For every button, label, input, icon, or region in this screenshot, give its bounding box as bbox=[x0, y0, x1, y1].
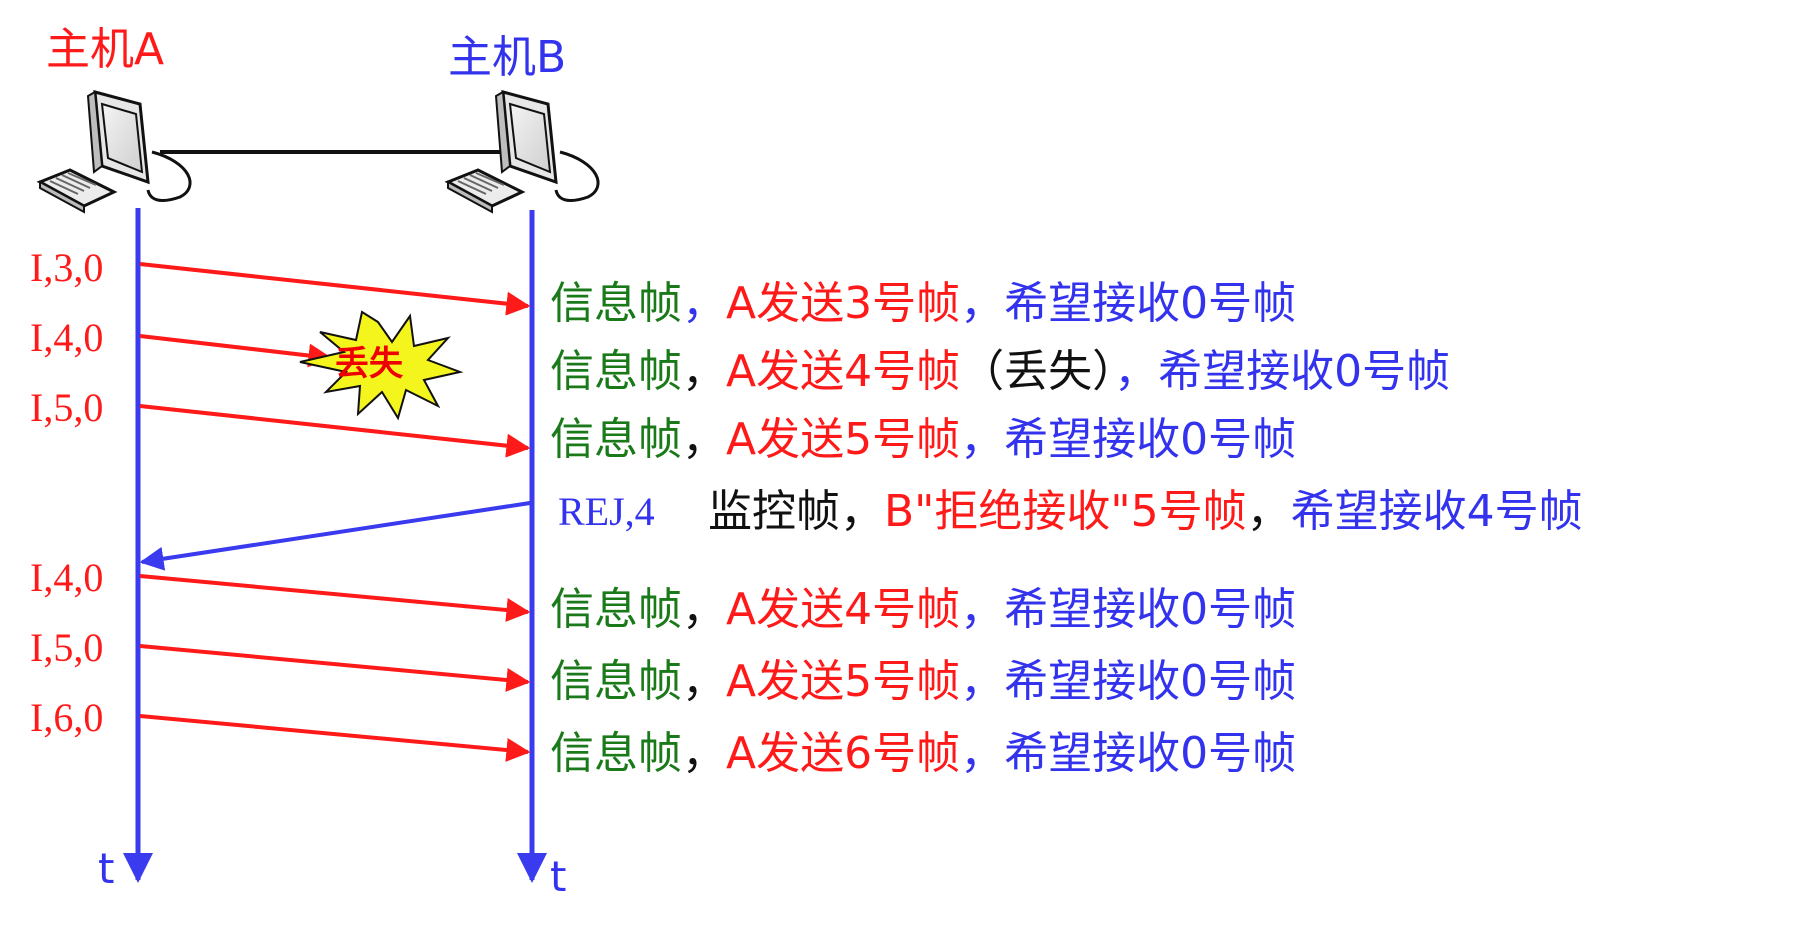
desc-expect: ，希望接收0号帧 bbox=[960, 414, 1297, 465]
frame-arrow-4 bbox=[139, 574, 531, 622]
desc-lost-note: （丢失） bbox=[960, 346, 1115, 397]
frame-description-1: 信息帧，A发送3号帧，希望接收0号帧 bbox=[550, 282, 1296, 326]
rej-description: 监控帧，B"拒绝接收"5号帧，希望接收4号帧 bbox=[708, 490, 1583, 534]
frame-label-2: I,4,0 bbox=[30, 315, 104, 360]
desc-send: A发送4号帧 bbox=[726, 346, 961, 397]
desc-comma: ， bbox=[682, 346, 726, 397]
frame-description-4: 信息帧，A发送4号帧，希望接收0号帧 bbox=[550, 588, 1296, 632]
desc-type: 监控帧， bbox=[708, 486, 884, 537]
host-a-label: 主机A bbox=[46, 24, 165, 75]
rej-arrow bbox=[139, 501, 531, 571]
frame-arrow-1 bbox=[139, 262, 531, 316]
desc-comma: ， bbox=[682, 584, 726, 635]
desc-comma: ， bbox=[682, 414, 726, 465]
desc-send: A发送3号帧 bbox=[726, 278, 961, 329]
frame-label-5: I,5,0 bbox=[30, 625, 104, 670]
desc-type: 信息帧 bbox=[550, 346, 682, 397]
desc-reject: B"拒绝接收" bbox=[884, 486, 1131, 537]
desc-expect: ，希望接收0号帧 bbox=[1114, 346, 1451, 397]
desc-expect: ，希望接收0号帧 bbox=[960, 656, 1297, 707]
host-b-computer-icon bbox=[444, 89, 600, 214]
frame-arrow-5 bbox=[139, 644, 531, 692]
frame-description-6: 信息帧，A发送6号帧，希望接收0号帧 bbox=[550, 732, 1296, 776]
host-b-time-label: t bbox=[550, 852, 567, 901]
desc-expect: ，希望接收0号帧 bbox=[960, 584, 1297, 635]
desc-type: 信息帧 bbox=[550, 656, 682, 707]
desc-type: 信息帧 bbox=[550, 584, 682, 635]
frame-label-1: I,3,0 bbox=[30, 245, 104, 290]
desc-comma: ， bbox=[682, 656, 726, 707]
frame-description-2: 信息帧，A发送4号帧（丢失），希望接收0号帧 bbox=[550, 350, 1450, 394]
frame-label-6: I,6,0 bbox=[30, 695, 104, 740]
desc-type: 信息帧 bbox=[550, 414, 682, 465]
desc-expect: ，希望接收0号帧 bbox=[960, 728, 1297, 779]
host-b-label: 主机B bbox=[448, 32, 567, 83]
frame-arrow-lost bbox=[139, 334, 333, 368]
desc-type: 信息帧 bbox=[550, 728, 682, 779]
lost-burst-icon bbox=[299, 310, 464, 421]
desc-expect: 希望接收4号帧 bbox=[1290, 486, 1583, 537]
frame-arrow-3 bbox=[139, 404, 531, 458]
frame-description-5: 信息帧，A发送5号帧，希望接收0号帧 bbox=[550, 660, 1296, 704]
desc-expect: ，希望接收0号帧 bbox=[960, 278, 1297, 329]
desc-comma: ， bbox=[682, 728, 726, 779]
desc-comma: ， bbox=[682, 278, 726, 329]
desc-send: A发送4号帧 bbox=[726, 584, 961, 635]
frame-description-3: 信息帧，A发送5号帧，希望接收0号帧 bbox=[550, 418, 1296, 462]
host-a-time-label: t bbox=[98, 844, 115, 893]
desc-send: A发送5号帧 bbox=[726, 656, 961, 707]
desc-comma: ， bbox=[1246, 486, 1291, 537]
desc-frame: 5号帧 bbox=[1130, 486, 1247, 537]
frame-arrow-6 bbox=[139, 714, 531, 762]
rej-frame-label: REJ,4 bbox=[558, 489, 655, 534]
frame-label-3: I,5,0 bbox=[30, 385, 104, 430]
desc-send: A发送5号帧 bbox=[726, 414, 961, 465]
desc-send: A发送6号帧 bbox=[726, 728, 961, 779]
lost-label: 丢失 bbox=[335, 344, 403, 384]
desc-type: 信息帧 bbox=[550, 278, 682, 329]
host-a-computer-icon bbox=[36, 89, 192, 214]
frame-label-4: I,4,0 bbox=[30, 555, 104, 600]
